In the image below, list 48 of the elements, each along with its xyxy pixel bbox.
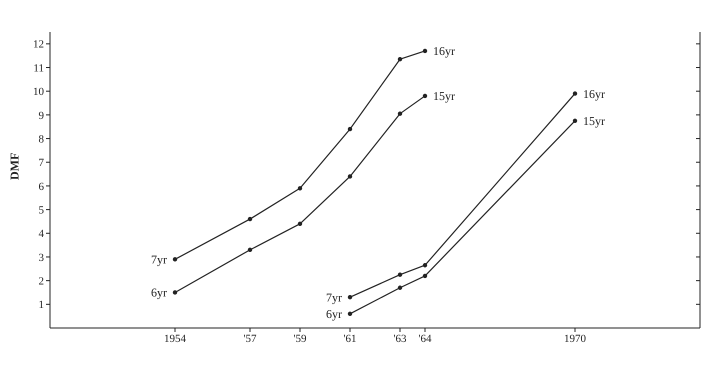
annotation: 16yr — [583, 86, 605, 101]
y-tick-label: 6 — [38, 180, 44, 193]
y-tick-label: 4 — [38, 228, 44, 240]
y-tick-label: 9 — [38, 110, 44, 122]
annotation: 6yr — [326, 307, 342, 322]
point — [348, 126, 352, 132]
point — [572, 91, 578, 96]
point — [248, 216, 252, 222]
point — [172, 290, 178, 295]
x-tick-label: '59 — [294, 332, 307, 345]
y-tick-label: 7 — [38, 157, 44, 170]
annotation: 15yr — [433, 89, 455, 104]
point — [298, 222, 302, 226]
point — [398, 57, 402, 62]
point — [398, 286, 402, 290]
y-tick-label: 5 — [38, 204, 44, 217]
point — [348, 174, 352, 179]
annotation: 7yr — [326, 290, 342, 304]
x-tick-label: 1970 — [564, 332, 586, 345]
point — [298, 186, 302, 190]
annotation: 16yr — [433, 44, 455, 58]
y-tick-label: 8 — [38, 133, 44, 146]
y-tick-label: 1 — [38, 299, 44, 312]
point — [172, 257, 178, 262]
point — [422, 274, 428, 278]
x-tick-label: 1954 — [164, 332, 186, 345]
y-tick-label: 11 — [33, 62, 44, 74]
y-tick-label: 10 — [33, 86, 44, 98]
point — [348, 295, 352, 300]
x-tick-label: '64 — [418, 332, 432, 345]
annotation: 7yr — [151, 252, 167, 267]
point — [398, 111, 402, 116]
x-tick-label: '61 — [344, 332, 356, 345]
annotation: 6yr — [151, 286, 167, 300]
point — [248, 248, 252, 252]
x-tick-label: '57 — [244, 332, 257, 345]
point — [572, 118, 578, 123]
point — [422, 94, 428, 98]
point — [398, 272, 402, 277]
x-tick-label: '63 — [394, 332, 407, 345]
y-axis-title: DMF — [7, 152, 22, 180]
y-tick-label: 3 — [38, 252, 44, 264]
y-tick-label: 12 — [33, 38, 44, 51]
point — [422, 48, 428, 54]
point — [348, 312, 352, 316]
annotation: 15yr — [583, 114, 605, 128]
y-tick-label: 2 — [38, 276, 44, 288]
point — [422, 263, 428, 268]
